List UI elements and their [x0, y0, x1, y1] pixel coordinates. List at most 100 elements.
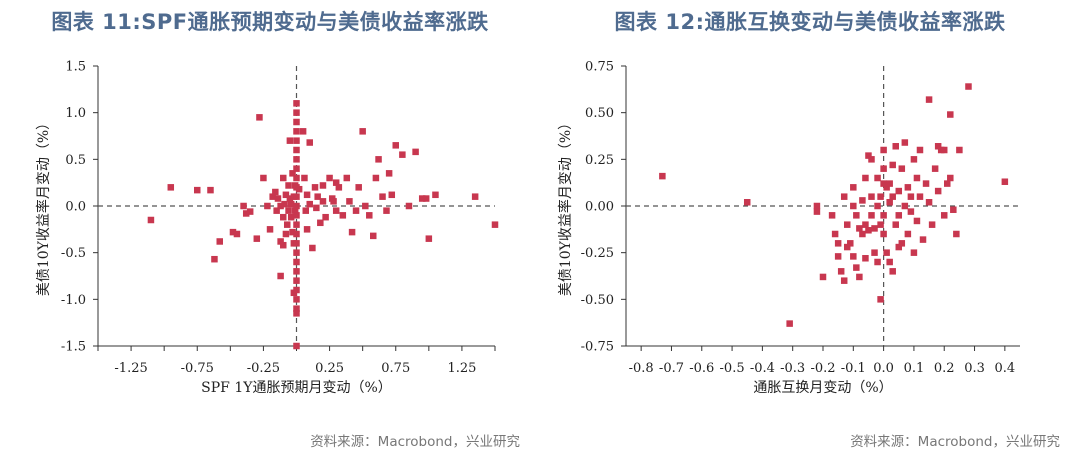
data-point — [352, 207, 360, 214]
y-tick-label: 0.0 — [65, 200, 86, 215]
data-point — [895, 187, 903, 195]
data-point — [281, 200, 288, 208]
data-point — [303, 191, 311, 199]
data-point — [944, 180, 951, 187]
data-point — [856, 273, 863, 281]
data-point — [282, 191, 290, 199]
data-point — [947, 111, 954, 118]
data-point — [240, 202, 247, 210]
y-tick-label: -1.0 — [61, 293, 86, 308]
scatter-chart-swap: 0.750.500.250.00-0.25-0.50-0.75-0.8 -0.7-… — [557, 60, 1020, 396]
data-point — [256, 114, 263, 121]
data-point — [895, 212, 903, 219]
data-point — [335, 184, 343, 191]
data-point — [287, 200, 295, 208]
x-tick-label: -0.75 — [181, 361, 214, 376]
data-point — [293, 221, 300, 228]
data-point — [892, 143, 899, 150]
data-point — [883, 184, 890, 191]
data-point — [859, 230, 866, 238]
data-point — [272, 188, 279, 196]
data-point — [332, 207, 340, 214]
data-point — [293, 212, 300, 219]
data-point — [892, 221, 899, 228]
y-tick-label: -0.50 — [581, 293, 614, 308]
data-point — [253, 235, 261, 242]
data-point — [273, 207, 280, 214]
x-axis-label: 通胀互换月变动（%） — [753, 379, 892, 396]
data-point — [828, 212, 836, 219]
data-point — [813, 208, 821, 215]
data-point — [266, 226, 274, 233]
data-point — [319, 198, 327, 205]
data-point — [922, 180, 930, 187]
data-point — [293, 128, 300, 135]
x-tick-label: -0.25 — [247, 361, 280, 376]
data-point — [418, 195, 426, 202]
data-point — [843, 221, 851, 228]
data-point — [282, 230, 290, 238]
data-point — [868, 212, 875, 219]
data-point — [286, 137, 294, 144]
data-point — [862, 221, 869, 228]
data-point — [306, 200, 313, 208]
chart-panel-right: 图表 12:通胀互换变动与美债收益率涨跌 0.75 0.50 0.25 0.00 -0.… — [540, 0, 1080, 465]
data-point — [831, 230, 839, 238]
data-point — [216, 238, 223, 245]
data-point — [916, 146, 924, 154]
data-point — [303, 226, 311, 233]
data-point — [277, 272, 284, 280]
data-point — [293, 137, 300, 144]
data-point — [910, 156, 918, 163]
data-point — [211, 255, 218, 263]
data-point — [293, 156, 300, 163]
chart-panel-left: 图表 11:SPF通胀预期变动与美债收益率涨跌 1.5 1.0 0.5 0.0 -0.5… — [35, 10, 520, 450]
data-point — [898, 240, 906, 247]
data-point — [934, 143, 942, 150]
data-point — [306, 139, 313, 146]
data-point — [293, 286, 300, 294]
data-point — [880, 165, 887, 172]
x-tick-label: 0.0 — [873, 361, 894, 376]
data-point — [907, 193, 915, 200]
data-point — [956, 146, 963, 154]
data-point — [877, 221, 884, 228]
x-tick-label: 0.3 — [964, 361, 985, 376]
data-point — [874, 174, 881, 182]
data-point — [299, 128, 307, 135]
data-point — [313, 204, 320, 212]
data-point — [348, 228, 356, 236]
data-point — [901, 202, 909, 210]
x-tick-label: 0.4 — [995, 361, 1016, 376]
data-point — [940, 146, 948, 154]
data-point — [871, 249, 878, 256]
data-point — [868, 193, 875, 200]
data-point — [293, 277, 300, 284]
data-point — [847, 240, 854, 247]
data-point — [834, 240, 842, 247]
source-note: 资料来源：Macrobond，兴业研究 — [310, 434, 520, 450]
data-point — [871, 225, 878, 232]
data-point — [285, 207, 292, 214]
data-point — [343, 174, 351, 182]
data-point — [309, 244, 316, 252]
data-point — [293, 100, 300, 107]
data-point — [370, 232, 377, 240]
data-point — [302, 207, 310, 214]
data-point — [339, 212, 347, 219]
data-point — [931, 165, 939, 172]
data-point — [280, 241, 287, 249]
chart-title: 图表 11:SPF通胀预期变动与美债收益率涨跌 — [51, 10, 489, 34]
data-point — [880, 146, 887, 154]
data-point — [147, 216, 155, 224]
data-point — [405, 202, 413, 210]
data-point — [837, 268, 845, 275]
data-point — [289, 170, 296, 177]
data-point — [355, 184, 362, 191]
data-point — [311, 184, 319, 191]
data-point — [317, 219, 324, 227]
data-point — [856, 225, 863, 232]
data-point — [269, 193, 276, 200]
data-point — [425, 235, 433, 242]
data-point — [399, 151, 406, 158]
